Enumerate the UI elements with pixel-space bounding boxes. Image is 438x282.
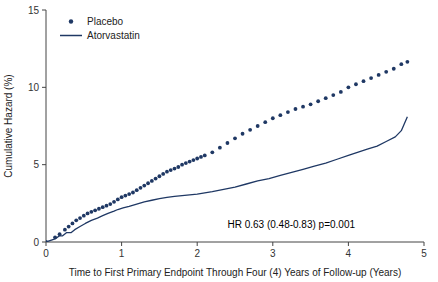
point [241,132,245,136]
point [176,165,180,169]
point [339,90,343,94]
point [392,67,396,71]
point [82,214,86,218]
point [218,146,222,150]
point [195,157,199,161]
point [286,110,290,114]
x-tick-label: 3 [270,248,276,259]
point [369,76,373,80]
point [226,141,230,145]
point [165,170,169,174]
x-tick [197,242,198,246]
y-tick-label: 5 [33,159,39,170]
point [173,167,177,171]
point [199,155,203,159]
point [377,73,381,77]
legend-label: Atorvastatin [87,30,140,41]
point [116,198,120,202]
point [192,158,196,162]
point [131,191,135,195]
legend: Placebo Atorvastatin [60,16,140,41]
point [180,163,184,167]
point [278,113,282,117]
x-tick-label: 1 [119,248,125,259]
annotation: HR 0.63 (0.48-0.83) p=0.001 [227,219,355,230]
x-tick [121,242,122,246]
point [331,93,335,97]
point [169,168,173,172]
legend-label: Placebo [87,16,124,27]
x-axis-label: Time to First Primary Endpoint Through F… [69,267,402,278]
point [123,194,127,198]
point [71,222,75,226]
y-tick [42,164,46,165]
point [86,211,90,215]
y-tick-label: 15 [28,5,40,16]
point [78,216,82,220]
point [89,210,93,214]
x-tick [46,242,47,246]
point [97,207,101,211]
point [120,195,124,199]
point [347,85,351,89]
point [93,208,97,212]
y-tick-label: 0 [33,237,39,248]
x-tick [348,242,349,246]
x-axis [46,242,424,243]
plot-area [46,60,409,242]
y-tick [42,87,46,88]
point [108,202,112,206]
x-tick [272,242,273,246]
x-tick-label: 4 [346,248,352,259]
point [188,160,192,164]
point [210,150,214,154]
y-axis [46,10,47,242]
x-tick-label: 2 [194,248,200,259]
point [362,79,366,83]
point [301,105,305,109]
point [142,184,146,188]
point [112,200,116,204]
point [105,204,109,208]
legend-swatch [60,35,82,37]
point [101,205,105,209]
y-axis-label: Cumulative Hazard (%) [3,74,14,177]
point [405,60,409,64]
point [271,116,275,120]
point [263,120,267,124]
x-tick-label: 0 [43,248,49,259]
point [135,188,139,192]
point [127,192,131,196]
point [184,161,188,165]
point [203,153,207,157]
point [309,102,313,106]
chart: 0 1 2 3 4 5 0 5 10 15 Time to First Primary Endpoi… [0,0,438,282]
point [324,96,328,100]
y-tick [42,10,46,11]
legend-swatch [69,19,73,23]
point [233,136,237,140]
point [256,124,260,128]
point [294,107,298,111]
point [399,62,403,66]
point [316,99,320,103]
point [150,179,154,183]
line [46,117,407,242]
point [154,177,158,181]
point [63,228,67,232]
point [161,172,165,176]
point [67,225,71,229]
point [158,174,162,178]
point [146,181,150,185]
point [139,186,143,190]
point [74,218,78,222]
x-tick [424,242,425,246]
point [354,82,358,86]
point [384,70,388,74]
y-tick-label: 10 [28,82,40,93]
x-tick-label: 5 [421,248,427,259]
y-tick [42,242,46,243]
point [248,128,252,132]
